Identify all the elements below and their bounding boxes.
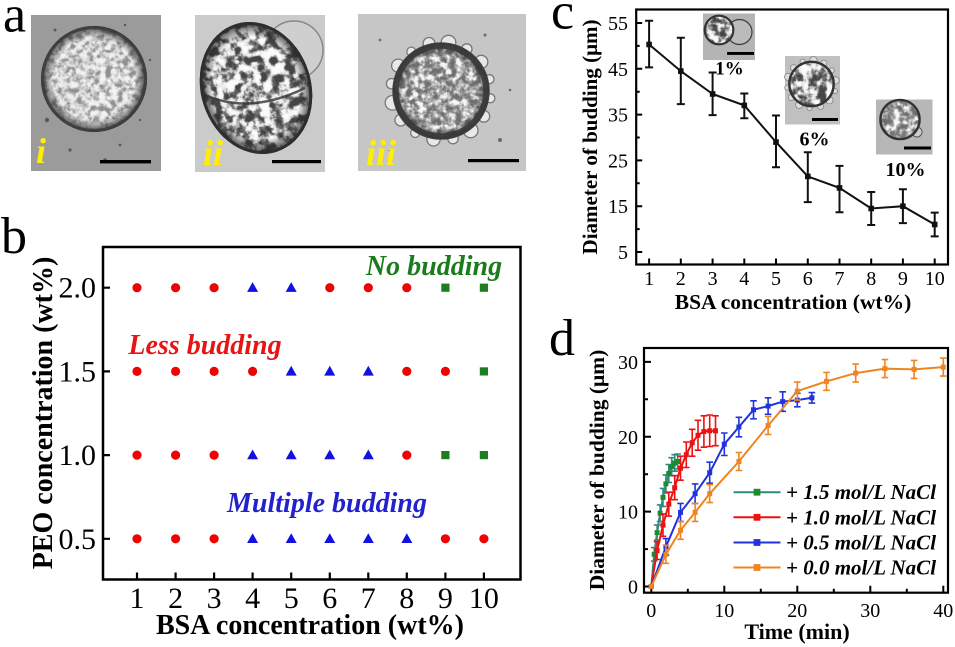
svg-text:7: 7 [835,268,845,290]
svg-text:10: 10 [925,268,945,290]
svg-text:10: 10 [618,502,638,524]
svg-text:35: 35 [608,105,628,127]
svg-text:Diameter of budding (μm): Diameter of budding (μm) [578,20,602,255]
svg-text:No budding: No budding [365,251,502,282]
svg-text:4: 4 [739,268,749,290]
svg-text:BSA concentration (wt%): BSA concentration (wt%) [156,610,464,641]
svg-text:5: 5 [771,268,781,290]
svg-text:55: 55 [608,13,628,35]
svg-text:1.5: 1.5 [59,355,97,388]
svg-text:+ 0.0 mol/L NaCl: + 0.0 mol/L NaCl [786,556,936,580]
svg-text:0: 0 [646,600,656,622]
svg-text:iii: iii [366,133,396,173]
svg-text:40: 40 [933,600,953,622]
svg-text:3: 3 [708,268,718,290]
svg-text:10: 10 [714,600,734,622]
svg-text:8: 8 [866,268,876,290]
svg-text:Time (min): Time (min) [744,619,849,644]
svg-text:c: c [551,0,574,41]
svg-text:a: a [3,0,26,44]
svg-text:20: 20 [618,427,638,449]
svg-text:BSA concentration (wt%): BSA concentration (wt%) [675,290,911,314]
svg-text:1.0: 1.0 [59,439,97,472]
svg-text:5: 5 [284,582,299,615]
svg-text:30: 30 [618,352,638,374]
svg-text:Multiple budding: Multiple budding [226,488,427,519]
svg-text:d: d [549,310,575,367]
svg-text:1: 1 [644,268,654,290]
svg-text:1: 1 [130,582,145,615]
svg-text:b: b [1,208,27,265]
svg-text:9: 9 [898,268,908,290]
svg-text:2: 2 [168,582,183,615]
svg-text:0: 0 [628,577,638,599]
svg-text:7: 7 [361,582,376,615]
svg-text:6%: 6% [800,129,830,151]
svg-text:25: 25 [608,150,628,172]
svg-text:5: 5 [618,242,628,264]
svg-text:3: 3 [207,582,222,615]
svg-text:1%: 1% [715,59,744,80]
svg-text:2.0: 2.0 [59,272,97,305]
svg-text:6: 6 [803,268,813,290]
svg-text:9: 9 [438,582,453,615]
svg-text:ii: ii [203,133,223,173]
svg-text:i: i [36,131,46,171]
svg-text:2: 2 [676,268,686,290]
svg-text:+ 1.5 mol/L NaCl: + 1.5 mol/L NaCl [786,480,936,504]
svg-text:8: 8 [399,582,414,615]
svg-text:Diameter of budding (μm): Diameter of budding (μm) [585,350,609,591]
svg-text:10%: 10% [886,159,926,181]
svg-text:30: 30 [860,600,880,622]
svg-text:20: 20 [787,600,807,622]
svg-text:PEO concentration (wt%): PEO concentration (wt%) [28,257,59,570]
svg-text:10: 10 [469,582,499,615]
svg-text:15: 15 [608,196,628,218]
svg-text:4: 4 [245,582,260,615]
svg-text:0.5: 0.5 [59,523,97,556]
svg-text:45: 45 [608,59,628,81]
svg-text:+ 0.5 mol/L NaCl: + 0.5 mol/L NaCl [786,531,936,555]
svg-text:6: 6 [322,582,337,615]
svg-text:Less budding: Less budding [127,330,281,361]
svg-text:+ 1.0 mol/L NaCl: + 1.0 mol/L NaCl [786,505,936,529]
